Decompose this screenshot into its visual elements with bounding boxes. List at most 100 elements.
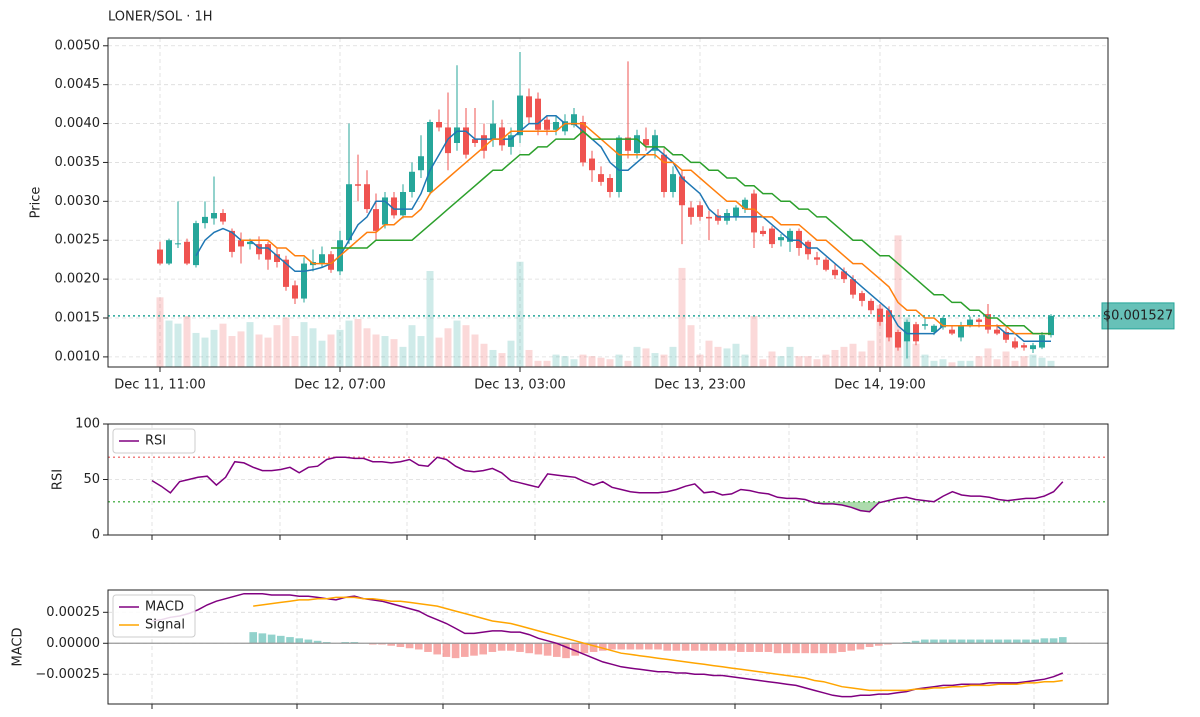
- histogram-bar: [589, 643, 598, 652]
- histogram-bar: [884, 643, 892, 645]
- volume-bar: [210, 329, 218, 367]
- candle-body: [796, 230, 802, 248]
- histogram-bar: [507, 643, 515, 651]
- histogram-bar: [930, 639, 938, 644]
- candle-body: [508, 135, 514, 147]
- y-tick-label: 0.0030: [55, 194, 101, 209]
- candle-body: [328, 254, 334, 270]
- candle-body: [517, 95, 523, 136]
- volume-bar: [237, 331, 245, 367]
- candle-body: [454, 127, 460, 143]
- volume-bar: [642, 348, 650, 367]
- histogram-bar: [534, 643, 543, 655]
- volume-bar: [156, 297, 164, 367]
- volume-bar: [381, 336, 389, 367]
- volume-bar: [849, 343, 857, 367]
- candle-body: [895, 332, 901, 348]
- volume-bar: [336, 329, 344, 367]
- histogram-bar: [810, 643, 819, 654]
- volume-bar: [453, 320, 461, 367]
- plot-frame: [107, 37, 1109, 368]
- volume-bar: [885, 323, 893, 367]
- legend-box: [112, 428, 196, 454]
- histogram-bar: [1022, 639, 1030, 644]
- volume-bar: [732, 343, 740, 367]
- volume-bar: [507, 340, 515, 367]
- legend-label: MACD: [145, 600, 184, 615]
- candle-body: [373, 209, 379, 231]
- candle-body: [256, 244, 262, 255]
- y-tick-label: 0.0040: [55, 116, 101, 131]
- volume-bar: [219, 323, 227, 367]
- legend-box: [112, 594, 196, 638]
- candle-body: [994, 329, 1000, 334]
- volume-bar: [471, 334, 479, 367]
- candle-body: [715, 215, 721, 221]
- histogram-bar: [295, 638, 303, 644]
- histogram-bar: [829, 643, 837, 654]
- candle-body: [175, 243, 181, 245]
- histogram-bar: [819, 643, 828, 654]
- histogram-bar: [792, 643, 800, 654]
- candle-body: [661, 154, 667, 192]
- histogram-bar: [369, 643, 377, 645]
- y-tick-label: −0.00025: [35, 667, 100, 682]
- last-price-label: $0.001527: [1103, 308, 1173, 323]
- y-tick-label: 100: [75, 417, 100, 432]
- x-tick-label: Dec 14, 19:00: [834, 378, 926, 393]
- candle-body: [769, 228, 775, 245]
- candle-body: [985, 314, 991, 330]
- volume-bar: [687, 325, 695, 367]
- y-tick-label: 0.0050: [55, 38, 101, 53]
- histogram-bar: [488, 643, 497, 652]
- volume-bar: [408, 325, 416, 367]
- histogram-bar: [1003, 639, 1012, 644]
- x-tick-label: Dec 13, 03:00: [474, 378, 566, 393]
- volume-bar: [498, 353, 506, 367]
- candle-body: [940, 318, 946, 328]
- volume-bar: [570, 359, 578, 367]
- volume-bar: [624, 360, 632, 367]
- histogram-bar: [516, 643, 524, 652]
- candle-body: [886, 310, 892, 338]
- oversold-fill: [811, 501, 884, 512]
- volume-bar: [489, 349, 497, 367]
- histogram-bar: [387, 643, 395, 646]
- candle-body: [274, 254, 280, 262]
- x-tick-label: Dec 11, 11:00: [114, 378, 206, 393]
- histogram-bar: [645, 643, 653, 650]
- candle-body: [670, 174, 676, 192]
- candle-body: [499, 127, 505, 146]
- candle-body: [832, 269, 838, 276]
- histogram-bar: [378, 643, 386, 645]
- y-tick-label: 0.0015: [55, 311, 101, 326]
- histogram-bar: [856, 643, 865, 650]
- volume-bar: [273, 325, 281, 367]
- histogram-bar: [921, 639, 929, 644]
- candle-body: [688, 207, 694, 217]
- candle-body: [652, 135, 658, 151]
- volume-bar: [696, 354, 704, 367]
- volume-bar: [831, 349, 839, 367]
- volume-bar: [327, 334, 335, 367]
- moving-average-line: [195, 115, 1051, 343]
- volume-bar: [813, 359, 821, 367]
- volume-bar: [192, 332, 200, 367]
- volume-bar: [291, 336, 299, 367]
- volume-bar: [516, 261, 524, 367]
- candle-body: [220, 213, 226, 222]
- histogram-bar: [939, 639, 947, 644]
- y-axis-label: RSI: [51, 469, 66, 490]
- volume-bar: [678, 267, 686, 367]
- histogram-bar: [286, 637, 294, 644]
- volume-bar: [354, 319, 362, 367]
- histogram-bar: [258, 633, 267, 644]
- volume-bar: [579, 354, 587, 367]
- histogram-bar: [1059, 637, 1067, 644]
- candle-body: [481, 135, 487, 151]
- candle-body: [526, 96, 532, 118]
- candle-body: [229, 230, 235, 252]
- histogram-bar: [1049, 638, 1058, 644]
- volume-bar: [246, 322, 254, 367]
- histogram-bar: [617, 643, 625, 650]
